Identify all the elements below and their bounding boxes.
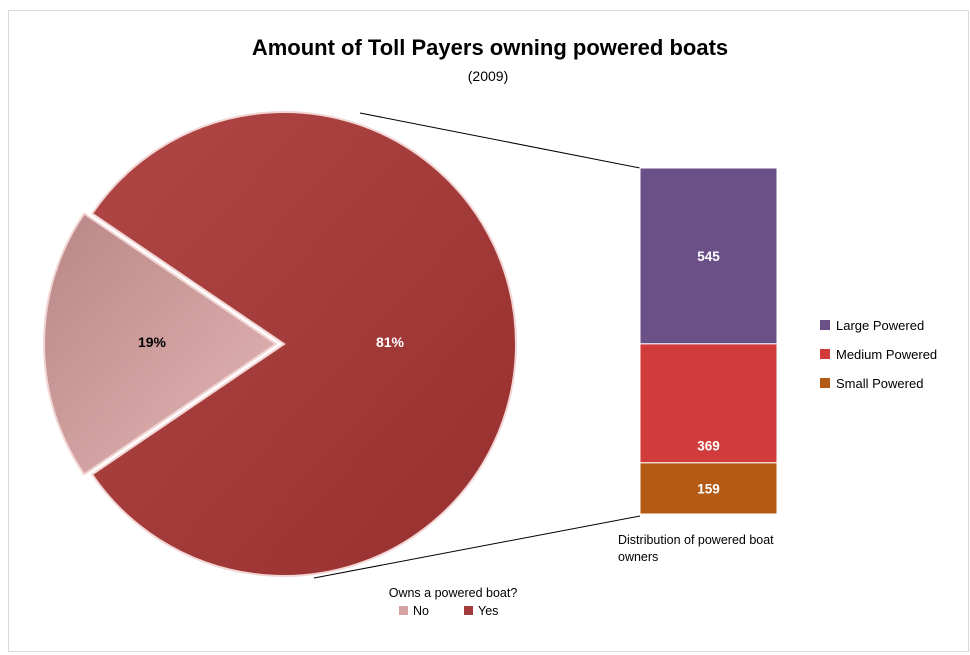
legend-swatch-medium-powered xyxy=(820,349,830,359)
legend-label-large-powered: Large Powered xyxy=(836,318,924,333)
legend-swatch-small-powered xyxy=(820,378,830,388)
connector-line-top xyxy=(359,112,641,169)
bar-legend: Large Powered Medium Powered Small Powered xyxy=(820,318,937,391)
pie-data-label-no: 19% xyxy=(138,334,167,350)
bar-data-label-large-powered: 545 xyxy=(697,249,720,264)
legend-label-medium-powered: Medium Powered xyxy=(836,347,937,362)
pie-data-label-yes: 81% xyxy=(376,334,405,350)
pie-chart: 19% 81% xyxy=(43,111,517,577)
stacked-bar-chart: 159 369 545 xyxy=(639,167,778,515)
pie-legend-swatch-yes xyxy=(464,606,473,615)
chart-title: Amount of Toll Payers owning powered boa… xyxy=(252,35,728,60)
breakdown-label-line-1: Distribution of powered boat xyxy=(618,533,774,547)
chart-frame xyxy=(8,10,969,652)
pie-slice-yes xyxy=(90,111,517,577)
connector-line-bottom xyxy=(313,515,641,579)
bar-segment-medium-powered xyxy=(639,343,778,464)
pie-slice-no xyxy=(43,212,278,476)
pie-legend: No Yes xyxy=(399,604,498,618)
chart-subtitle: (2009) xyxy=(468,68,508,84)
pie-legend-label-yes: Yes xyxy=(478,604,498,618)
bar-segment-small-powered xyxy=(639,462,778,515)
legend-label-small-powered: Small Powered xyxy=(836,376,923,391)
pie-legend-swatch-no xyxy=(399,606,408,615)
pie-legend-title: Owns a powered boat? xyxy=(389,586,518,600)
pie-legend-label-no: No xyxy=(413,604,429,618)
bar-segment-large-powered xyxy=(639,167,778,345)
bar-data-label-medium-powered: 369 xyxy=(697,439,720,454)
breakdown-label-line-2: owners xyxy=(618,550,658,564)
legend-swatch-large-powered xyxy=(820,320,830,330)
connector-lines xyxy=(313,112,641,579)
bar-data-label-small-powered: 159 xyxy=(697,481,720,496)
